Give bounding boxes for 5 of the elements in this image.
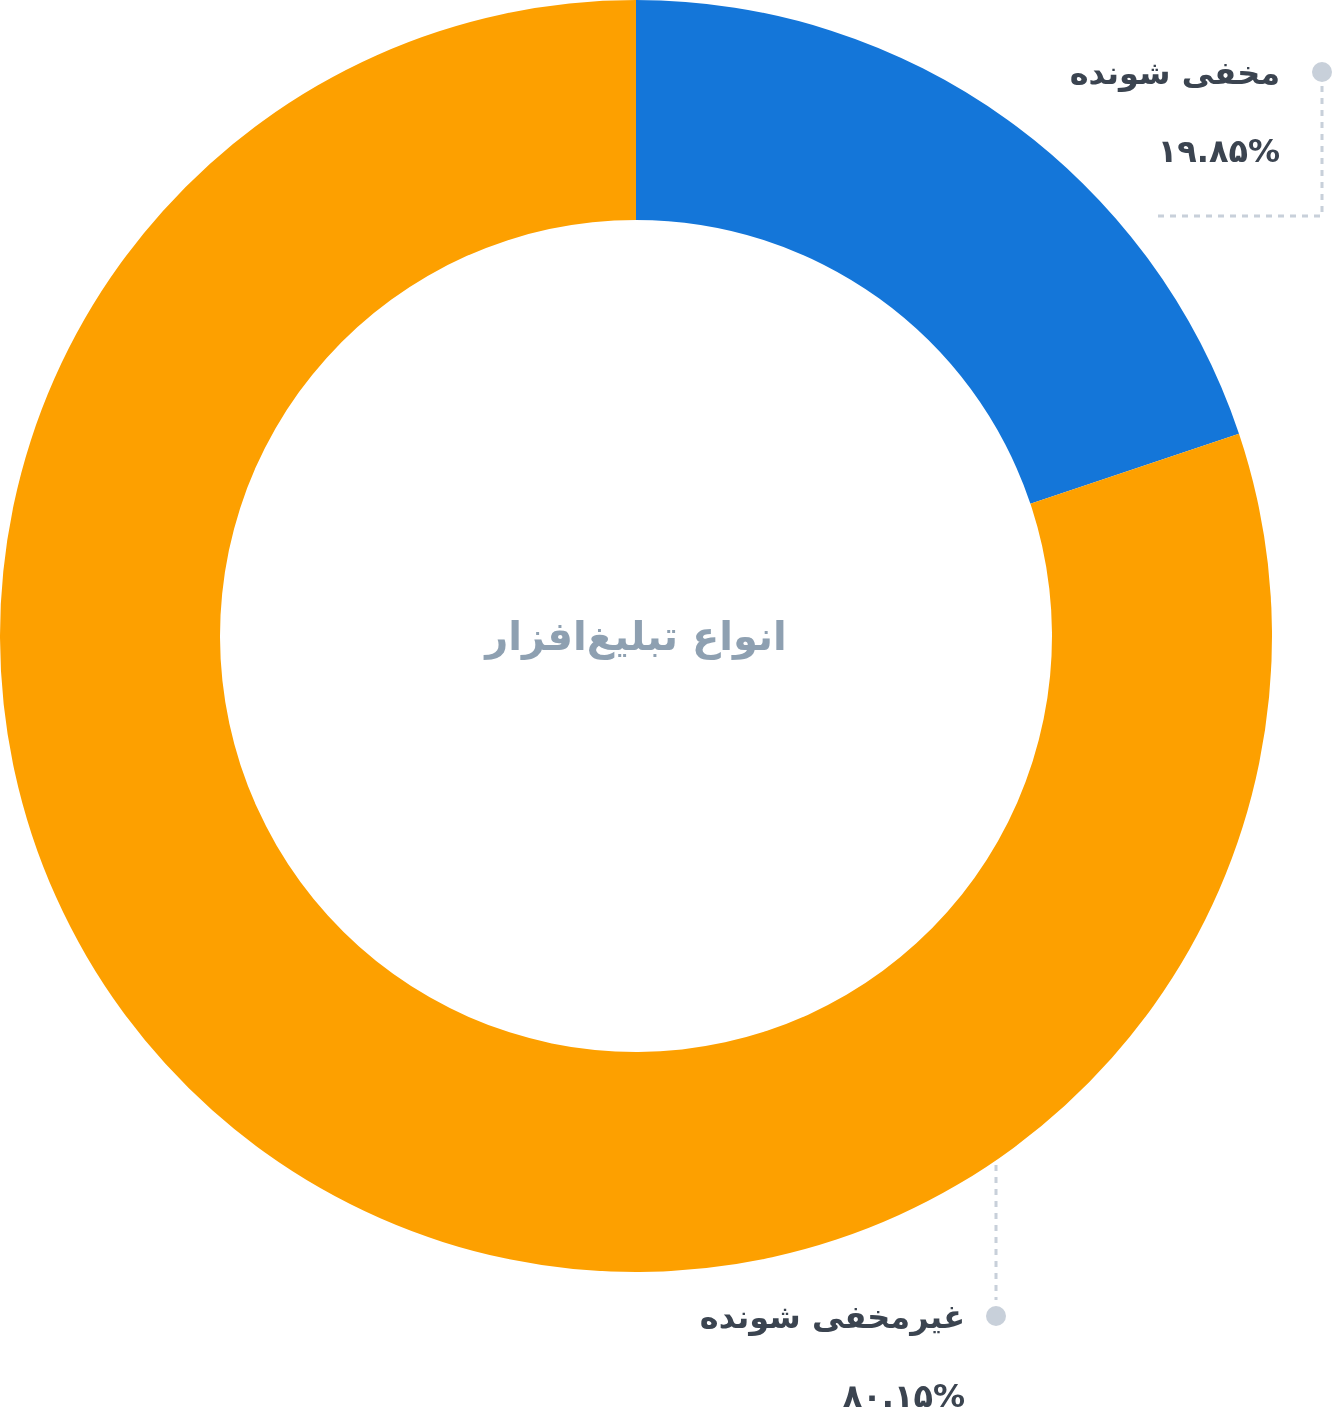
data-label: ۸۰.۱۵% (842, 1377, 965, 1415)
text: انواع تبلیغ‌افزار (483, 613, 787, 660)
slice-label: مخفی شونده (1069, 54, 1280, 92)
slice-label: غیرمخفی شونده (699, 1298, 965, 1336)
data-label: ۱۹.۸۵% (1157, 132, 1280, 170)
